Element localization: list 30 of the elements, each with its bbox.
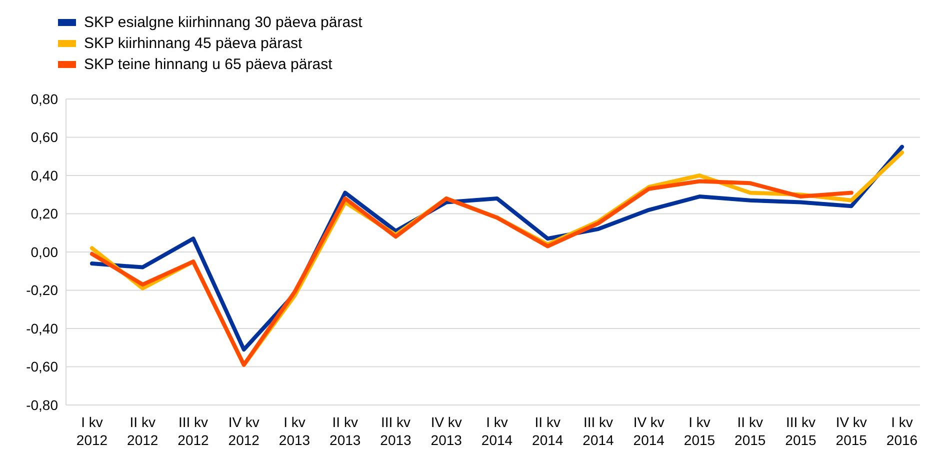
legend-label: SKP kiirhinnang 45 päeva pärast [84, 34, 302, 54]
y-tick-label: 0,80 [30, 90, 58, 107]
x-tick-label: II kv 2012 [127, 414, 158, 448]
y-tick-label: 0,20 [30, 206, 58, 222]
x-tick-label: II kv 2013 [330, 414, 361, 448]
x-tick-label: III kv 2015 [785, 414, 817, 448]
x-tick-label: III kv 2014 [582, 414, 614, 448]
x-tick-label: IV kv 2015 [836, 414, 868, 448]
x-tick-label: IV kv 2014 [633, 414, 665, 448]
y-tick-label: 0,60 [30, 129, 58, 146]
y-tick-label: -0,40 [26, 320, 58, 336]
y-tick-label: -0,20 [26, 282, 58, 298]
y-tick-label: 0,40 [30, 167, 58, 184]
legend-label: SKP esialgne kiirhinnang 30 päeva pärast [84, 13, 362, 33]
y-tick-label: 0,00 [30, 244, 58, 260]
legend-label: SKP teine hinnang u 65 päeva pärast [84, 55, 332, 75]
x-tick-label: I kv 2015 [684, 414, 716, 448]
x-tick-label: III kv 2013 [380, 414, 412, 448]
x-tick-label: II kv 2015 [734, 414, 766, 448]
x-tick-label: I kv 2013 [278, 414, 310, 448]
x-tick-label: IV kv 2013 [430, 414, 462, 448]
x-tick-label: II kv 2014 [532, 414, 564, 448]
line-series [90, 179, 854, 367]
x-tick-label: I kv 2012 [76, 414, 108, 448]
x-tick-label: I kv 2016 [886, 414, 918, 448]
y-tick-label: -0,80 [26, 396, 58, 413]
x-tick-label: III kv 2012 [178, 414, 210, 448]
x-tick-label: IV kv 2012 [228, 414, 260, 448]
x-tick-label: I kv 2014 [481, 414, 513, 448]
y-tick-label: -0,60 [26, 358, 58, 375]
